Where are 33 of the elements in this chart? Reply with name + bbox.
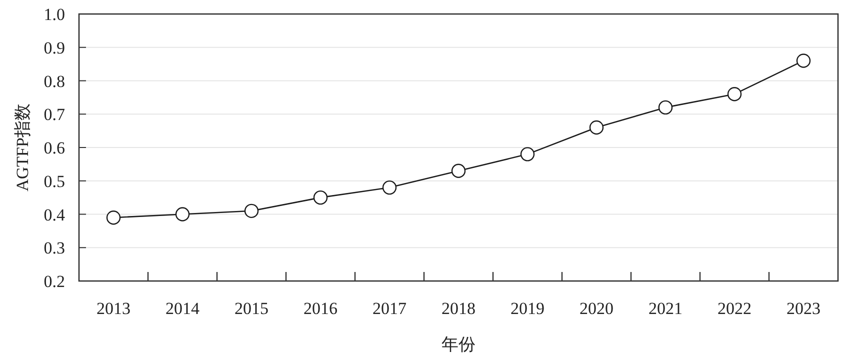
x-tick-label: 2014 [166, 299, 200, 318]
point [658, 100, 673, 115]
point [727, 87, 742, 102]
point [244, 204, 259, 218]
point [796, 54, 811, 68]
point [106, 210, 121, 225]
x-tick-label: 2022 [718, 299, 752, 318]
y-axis-title: AGTFP指数 [13, 104, 32, 192]
y-tick-label: 0.3 [44, 238, 65, 258]
point [451, 164, 466, 178]
x-tick-label: 2016 [304, 299, 338, 318]
x-tick-label: 2020 [580, 299, 614, 318]
x-tick-label: 2021 [648, 299, 682, 318]
x-tick-label: 2023 [786, 299, 820, 318]
x-tick-label: 2018 [442, 299, 476, 318]
point [382, 180, 397, 195]
x-axis-title: 年份 [442, 335, 476, 354]
x-tick-label: 2013 [96, 299, 130, 318]
point [175, 207, 190, 222]
point [589, 120, 604, 135]
x-tick-label: 2015 [234, 299, 268, 318]
x-tick-label: 2017 [372, 299, 407, 318]
y-tick-label: 0.4 [44, 205, 66, 224]
y-tick-label: 0.5 [44, 172, 65, 191]
y-tick-label: 0.6 [44, 138, 65, 158]
y-tick-label: 0.8 [44, 72, 65, 91]
point [520, 147, 535, 162]
y-tick-label: 0.7 [44, 105, 66, 124]
y-tick-label: 0.2 [44, 272, 65, 291]
x-tick-label: 2019 [510, 299, 544, 318]
point [313, 190, 328, 205]
y-tick-label: 1.0 [44, 5, 65, 24]
y-tick-label: 0.9 [44, 38, 65, 58]
